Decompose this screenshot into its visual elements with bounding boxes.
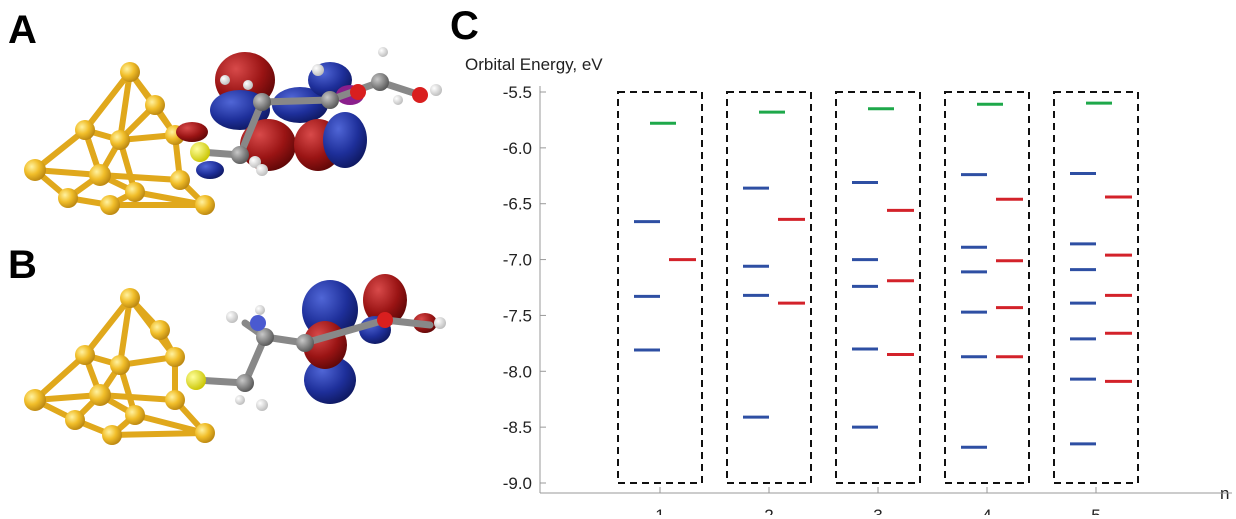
y-tick-label: -6.0 — [503, 139, 532, 158]
n-group-frame — [944, 91, 1030, 484]
panel-label-c: C — [450, 4, 479, 48]
y-tick-label: -6.5 — [503, 195, 532, 214]
panel-label-b: B — [8, 243, 37, 287]
orbital-energy-chart: Orbital Energy, eV n -5.5-6.0-6.5-7.0-7.… — [465, 55, 1232, 515]
chart-levels — [634, 101, 1132, 449]
n-group-frame — [835, 91, 921, 484]
y-tick-label: -9.0 — [503, 474, 532, 493]
chart-axes: -5.5 -6.0 -6.5 -7.0 -7.5 -8.0 -8.5 -9.0 1 2 3 4 5 — [503, 83, 1232, 515]
x-tick-label: 4 — [982, 506, 991, 515]
n-group-frame — [726, 91, 812, 484]
x-tick-label: 1 — [655, 506, 664, 515]
x-tick-label: 3 — [873, 506, 882, 515]
y-axis-title: Orbital Energy, eV — [465, 55, 603, 74]
molecule-b-orbital-image — [24, 274, 446, 445]
n-group-frame — [1053, 91, 1139, 484]
n-group-frame — [617, 91, 703, 484]
y-tick-label: -5.5 — [503, 83, 532, 102]
y-tick-label: -7.0 — [503, 251, 532, 270]
y-tick-label: -7.5 — [503, 306, 532, 325]
y-tick-label: -8.5 — [503, 418, 532, 437]
chart-frames — [617, 91, 1139, 484]
y-tick-label: -8.0 — [503, 362, 532, 381]
x-tick-label: 5 — [1091, 506, 1100, 515]
panel-label-a: A — [8, 8, 37, 52]
x-tick-label: 2 — [764, 506, 773, 515]
molecule-a-orbital-image — [24, 47, 442, 215]
